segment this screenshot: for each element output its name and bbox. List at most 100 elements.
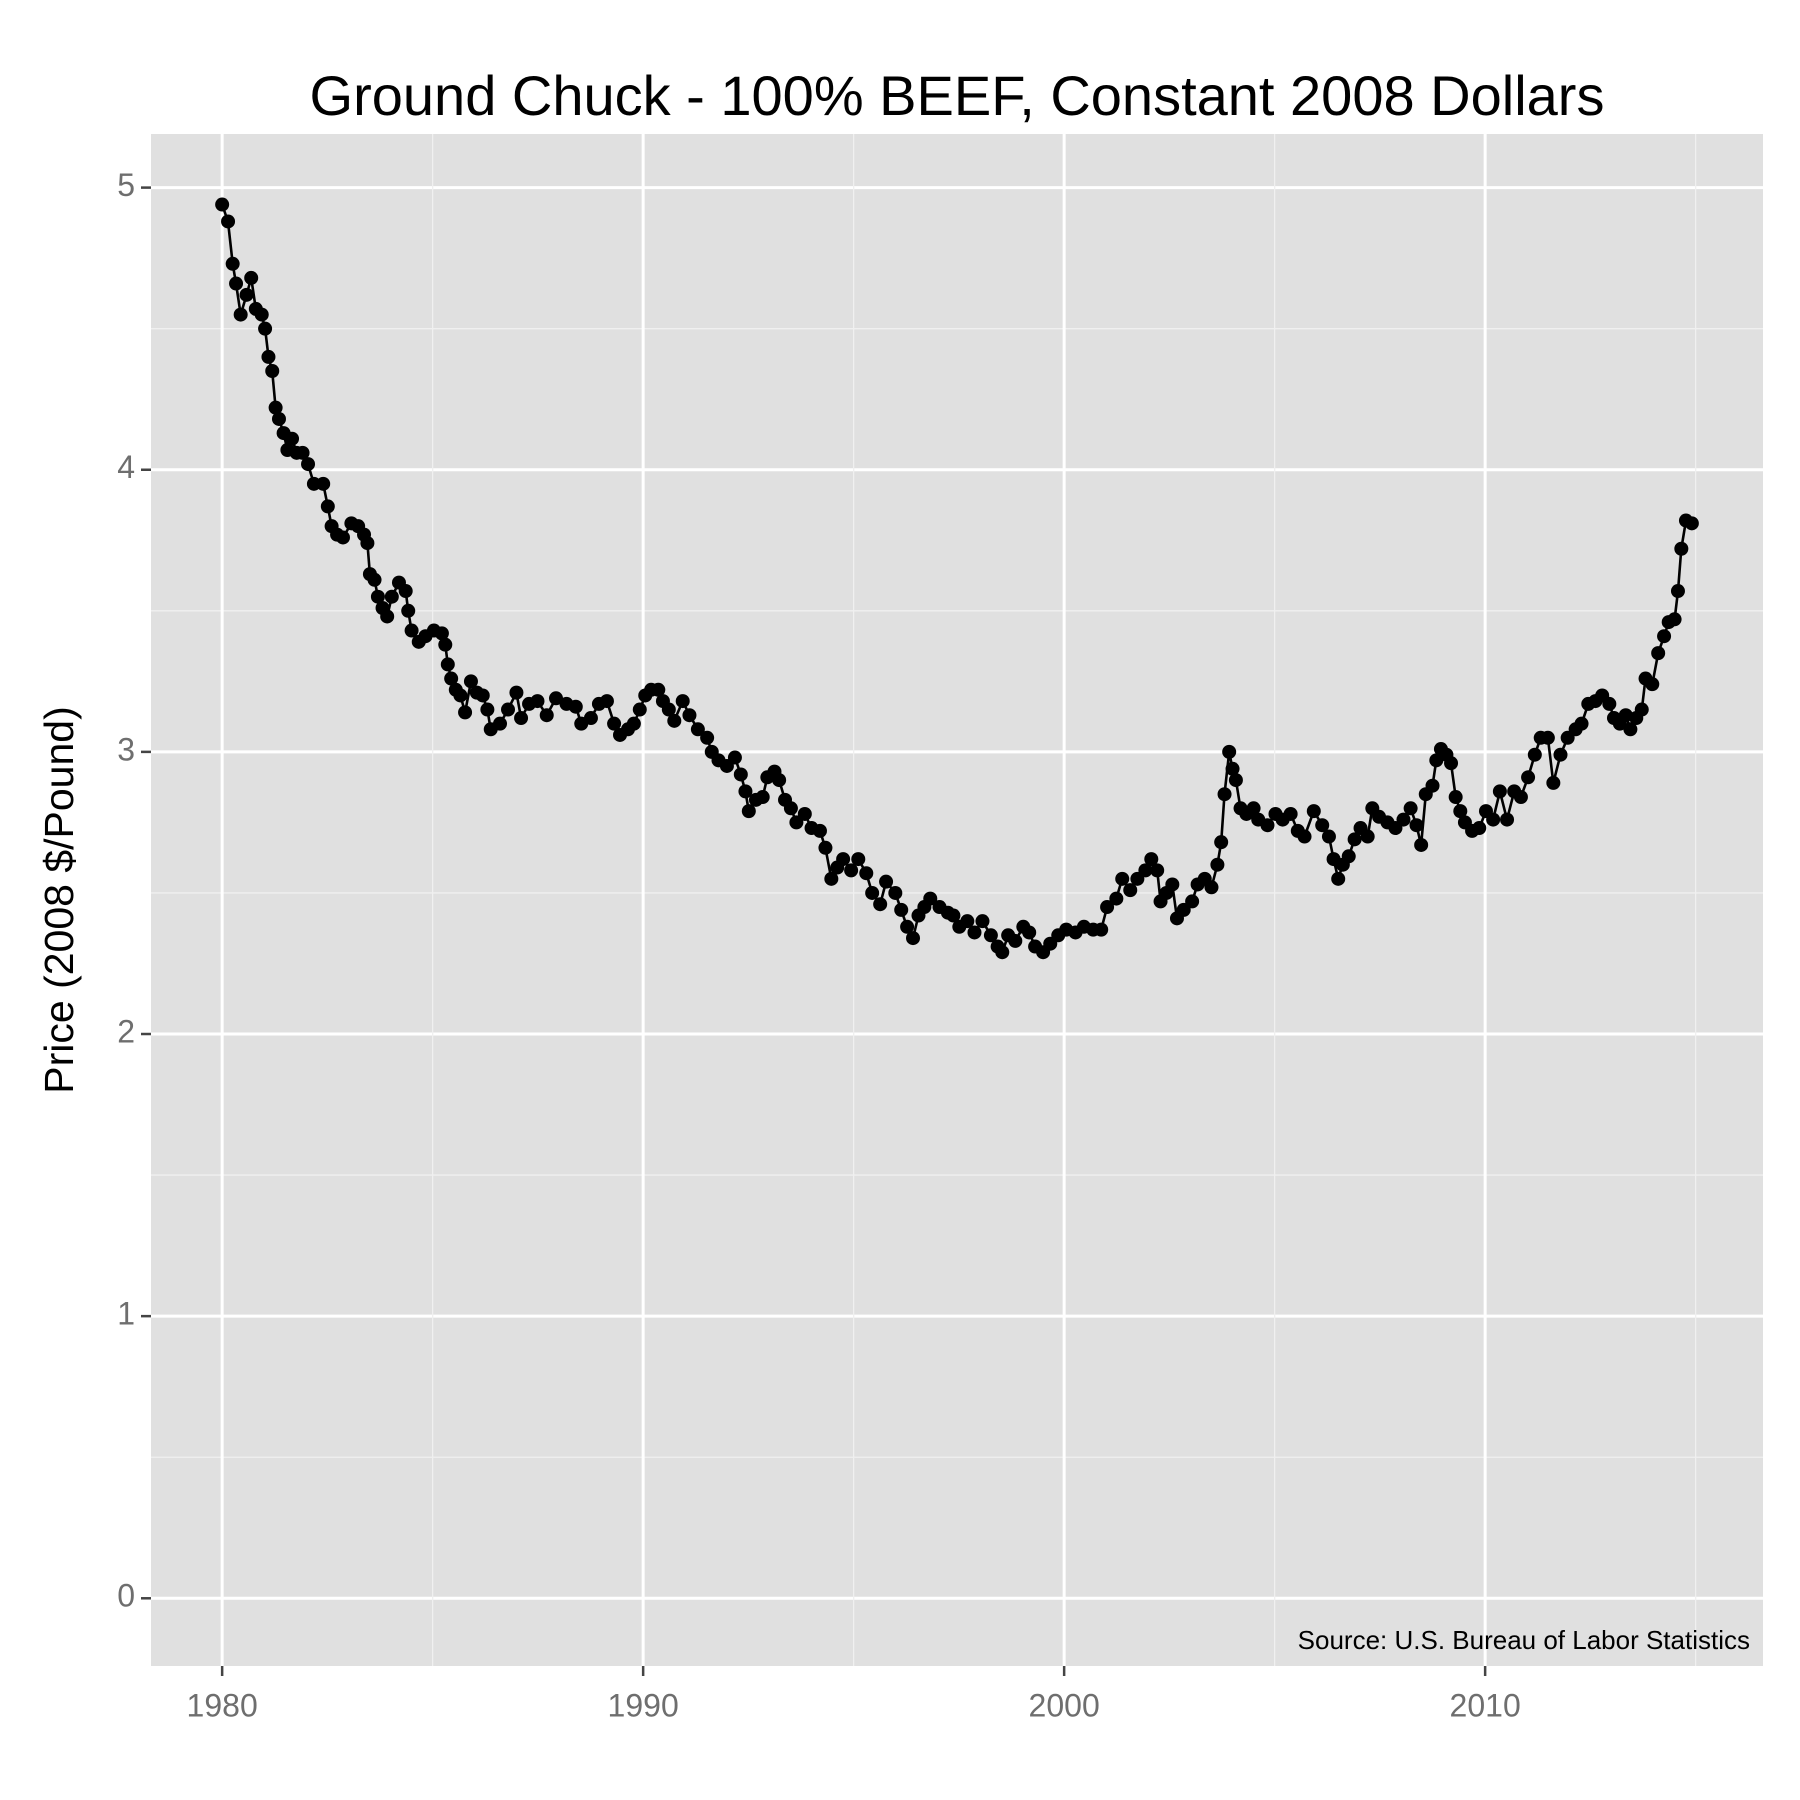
data-point xyxy=(1618,708,1633,723)
data-point xyxy=(772,773,787,788)
data-point xyxy=(501,702,516,717)
data-point xyxy=(1396,812,1411,827)
data-point xyxy=(1657,629,1672,644)
data-point xyxy=(1144,852,1159,867)
data-point xyxy=(1486,812,1501,827)
data-point xyxy=(480,702,495,717)
data-point xyxy=(1403,801,1418,816)
data-point xyxy=(1492,784,1507,799)
data-point xyxy=(244,270,259,285)
data-point xyxy=(967,925,982,940)
data-point xyxy=(1283,806,1298,821)
data-point xyxy=(1651,646,1666,661)
data-point xyxy=(1138,863,1153,878)
data-point xyxy=(783,801,798,816)
data-point xyxy=(1094,922,1109,937)
y-tick-label: 4 xyxy=(117,449,135,485)
data-point xyxy=(865,885,880,900)
data-point xyxy=(741,804,756,819)
x-tick-label: 1980 xyxy=(187,1687,258,1723)
data-point xyxy=(755,790,770,805)
data-point xyxy=(539,708,554,723)
data-point xyxy=(836,852,851,867)
data-point xyxy=(475,688,490,703)
data-point xyxy=(1297,829,1312,844)
data-point xyxy=(233,307,248,322)
data-point xyxy=(700,730,715,745)
data-point xyxy=(301,457,316,472)
data-point xyxy=(1008,933,1023,948)
data-point xyxy=(1546,775,1561,790)
data-point xyxy=(215,197,230,212)
data-point xyxy=(1109,891,1124,906)
data-point xyxy=(1634,702,1649,717)
data-point xyxy=(690,722,705,737)
data-point xyxy=(434,626,449,641)
data-point xyxy=(1425,778,1440,793)
data-point xyxy=(626,716,641,731)
data-point xyxy=(851,852,866,867)
data-point xyxy=(1185,894,1200,909)
data-point xyxy=(906,931,921,946)
data-point xyxy=(675,694,690,709)
data-point xyxy=(879,874,894,889)
data-point xyxy=(1165,877,1180,892)
data-point xyxy=(1684,516,1699,531)
data-point xyxy=(1228,773,1243,788)
data-point xyxy=(733,767,748,782)
data-point xyxy=(1670,584,1685,599)
data-point xyxy=(1448,790,1463,805)
data-point xyxy=(1306,804,1321,819)
data-point xyxy=(1540,730,1555,745)
y-tick-label: 1 xyxy=(117,1296,135,1332)
y-tick-label: 0 xyxy=(117,1578,135,1614)
data-point xyxy=(384,589,399,604)
data-point xyxy=(651,682,666,697)
data-point xyxy=(548,691,563,706)
data-point xyxy=(738,784,753,799)
data-point xyxy=(453,688,468,703)
data-point xyxy=(632,702,647,717)
data-point xyxy=(1360,829,1375,844)
data-point xyxy=(1347,832,1362,847)
data-point xyxy=(229,276,244,291)
data-point xyxy=(1222,744,1237,759)
data-point xyxy=(818,840,833,855)
data-point xyxy=(1553,747,1568,762)
data-point xyxy=(1521,770,1536,785)
data-point xyxy=(873,897,888,912)
data-point xyxy=(509,685,524,700)
data-point xyxy=(667,713,682,728)
data-point xyxy=(440,657,455,672)
data-point xyxy=(995,945,1010,960)
data-point xyxy=(923,891,938,906)
data-point xyxy=(401,603,416,618)
data-point xyxy=(514,711,529,726)
data-point xyxy=(1453,804,1468,819)
source-note: Source: U.S. Bureau of Labor Statistics xyxy=(1298,1625,1750,1655)
data-point xyxy=(1100,900,1115,915)
data-point xyxy=(438,637,453,652)
data-point xyxy=(1667,612,1682,627)
y-tick-label: 2 xyxy=(117,1013,135,1049)
data-point xyxy=(1414,837,1429,852)
data-point xyxy=(1527,747,1542,762)
data-point xyxy=(583,711,598,726)
data-point xyxy=(254,307,269,322)
data-point xyxy=(682,708,697,723)
data-point xyxy=(1260,818,1275,833)
data-point xyxy=(888,885,903,900)
data-point xyxy=(268,400,283,415)
data-point xyxy=(265,363,280,378)
data-point xyxy=(661,702,676,717)
data-point xyxy=(1210,857,1225,872)
data-point xyxy=(530,694,545,709)
data-point xyxy=(1217,787,1232,802)
data-point xyxy=(295,445,310,460)
data-point xyxy=(458,705,473,720)
data-point xyxy=(316,476,331,491)
data-point xyxy=(727,750,742,765)
x-tick-label: 2010 xyxy=(1450,1687,1521,1723)
data-point xyxy=(599,694,614,709)
x-tick-label: 2000 xyxy=(1029,1687,1100,1723)
